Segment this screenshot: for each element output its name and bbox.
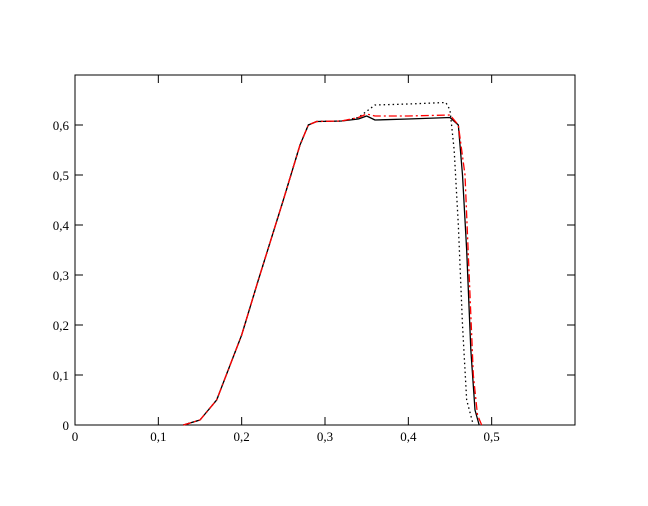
- plot-frame: [74, 74, 576, 426]
- data-line: [183, 115, 480, 426]
- x-tick-label: 0,3: [317, 429, 333, 444]
- y-tick-label: 0,6: [53, 118, 70, 133]
- x-tick-label: 0: [72, 429, 79, 444]
- y-tick-label: 0: [63, 418, 70, 433]
- data-line: [183, 101, 474, 426]
- x-tick-label: 0,5: [484, 429, 500, 444]
- y-tick-label: 0,3: [53, 268, 69, 283]
- y-tick-label: 0,4: [53, 218, 70, 233]
- y-tick-label: 0,1: [53, 368, 69, 383]
- x-tick-label: 0,1: [150, 429, 166, 444]
- y-tick-label: 0,2: [53, 318, 69, 333]
- x-tick-label: 0,4: [400, 429, 417, 444]
- y-tick-label: 0,5: [53, 168, 69, 183]
- data-line: [183, 113, 483, 426]
- x-tick-label: 0,2: [234, 429, 250, 444]
